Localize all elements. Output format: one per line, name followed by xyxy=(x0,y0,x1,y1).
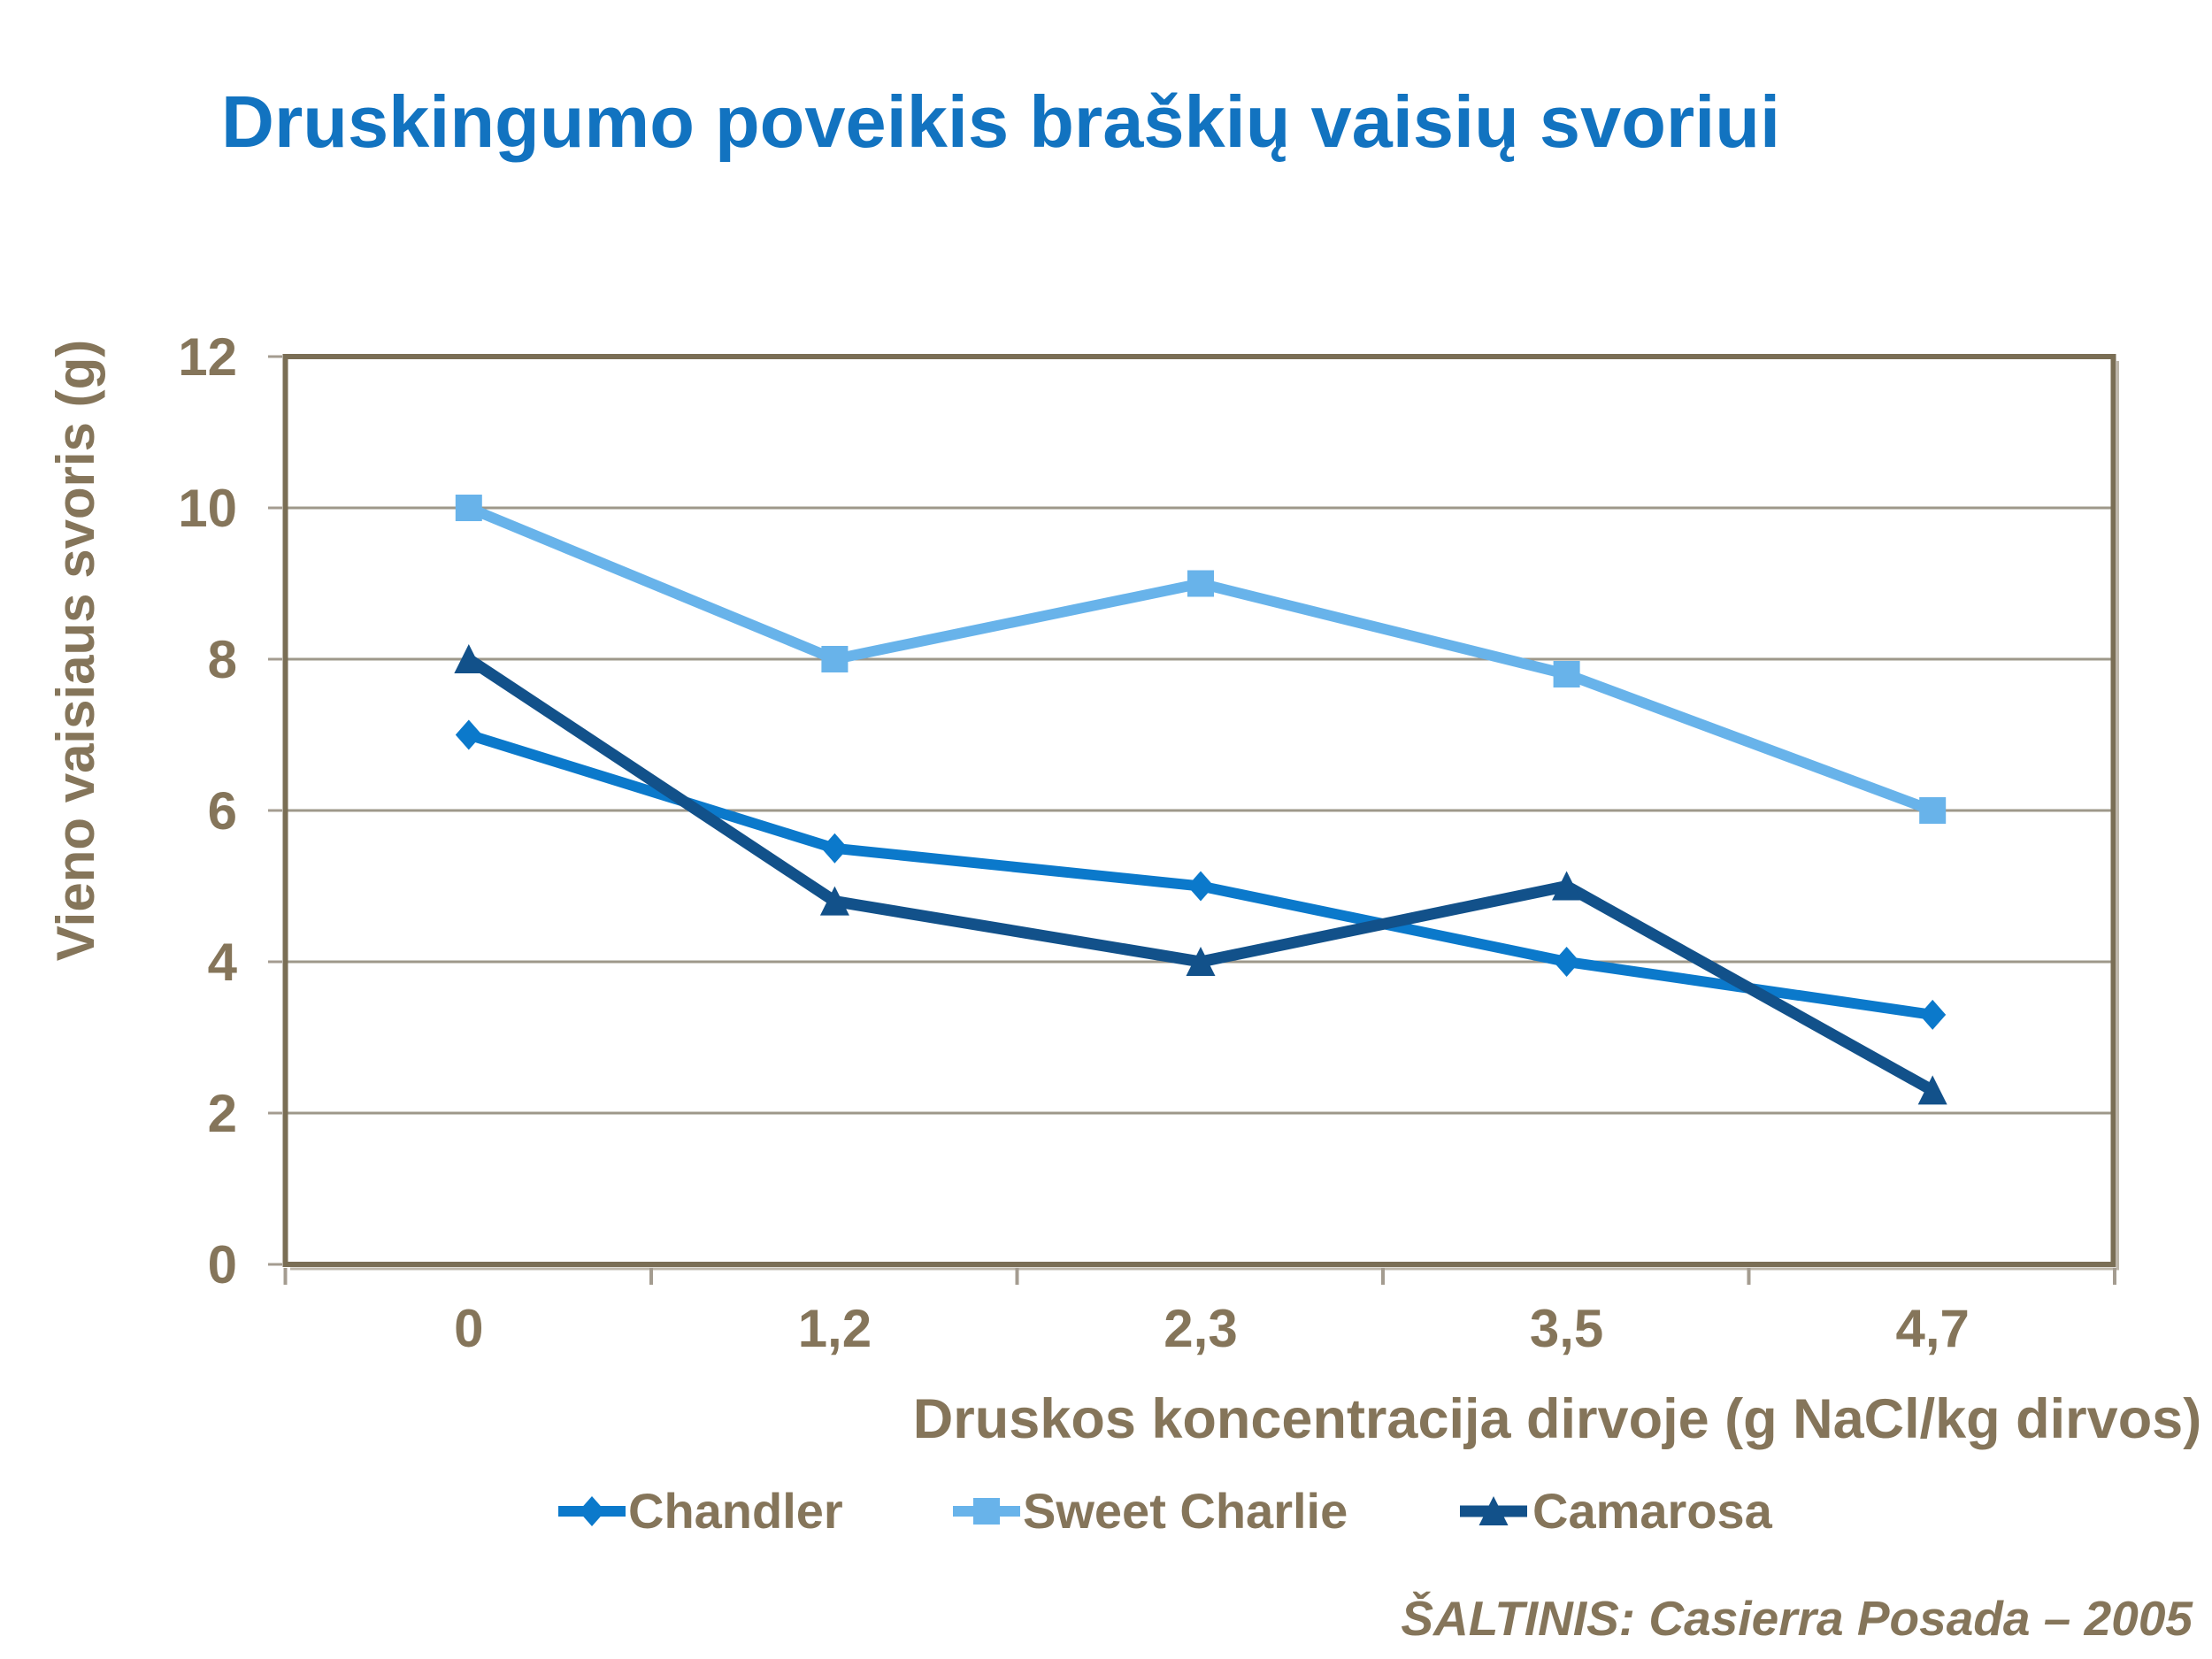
svg-text:2,3: 2,3 xyxy=(1164,1299,1237,1358)
svg-text:2: 2 xyxy=(208,1084,237,1143)
svg-text:1,2: 1,2 xyxy=(798,1299,872,1358)
svg-text:10: 10 xyxy=(178,479,237,538)
svg-text:Sweet Charlie: Sweet Charlie xyxy=(1023,1483,1348,1539)
svg-text:6: 6 xyxy=(208,781,237,841)
svg-text:Druskos koncentracija dirvoje: Druskos koncentracija dirvoje (g NaCl/kg… xyxy=(913,1388,2201,1450)
svg-text:Vieno vaisiaus svoris (g): Vieno vaisiaus svoris (g) xyxy=(46,340,105,962)
svg-text:0: 0 xyxy=(208,1235,237,1294)
svg-text:4,7: 4,7 xyxy=(1895,1299,1969,1358)
svg-text:3,5: 3,5 xyxy=(1530,1299,1603,1358)
svg-text:8: 8 xyxy=(208,630,237,689)
svg-text:4: 4 xyxy=(208,933,238,992)
svg-text:Camarosa: Camarosa xyxy=(1532,1483,1773,1539)
svg-text:ŠALTINIS: Casierra Posada – 20: ŠALTINIS: Casierra Posada – 2005 xyxy=(1401,1591,2193,1646)
svg-text:12: 12 xyxy=(178,327,237,387)
svg-text:Druskingumo poveikis braškių v: Druskingumo poveikis braškių vaisių svor… xyxy=(221,81,1780,163)
svg-text:0: 0 xyxy=(454,1299,483,1358)
svg-text:Chandler: Chandler xyxy=(628,1483,843,1539)
